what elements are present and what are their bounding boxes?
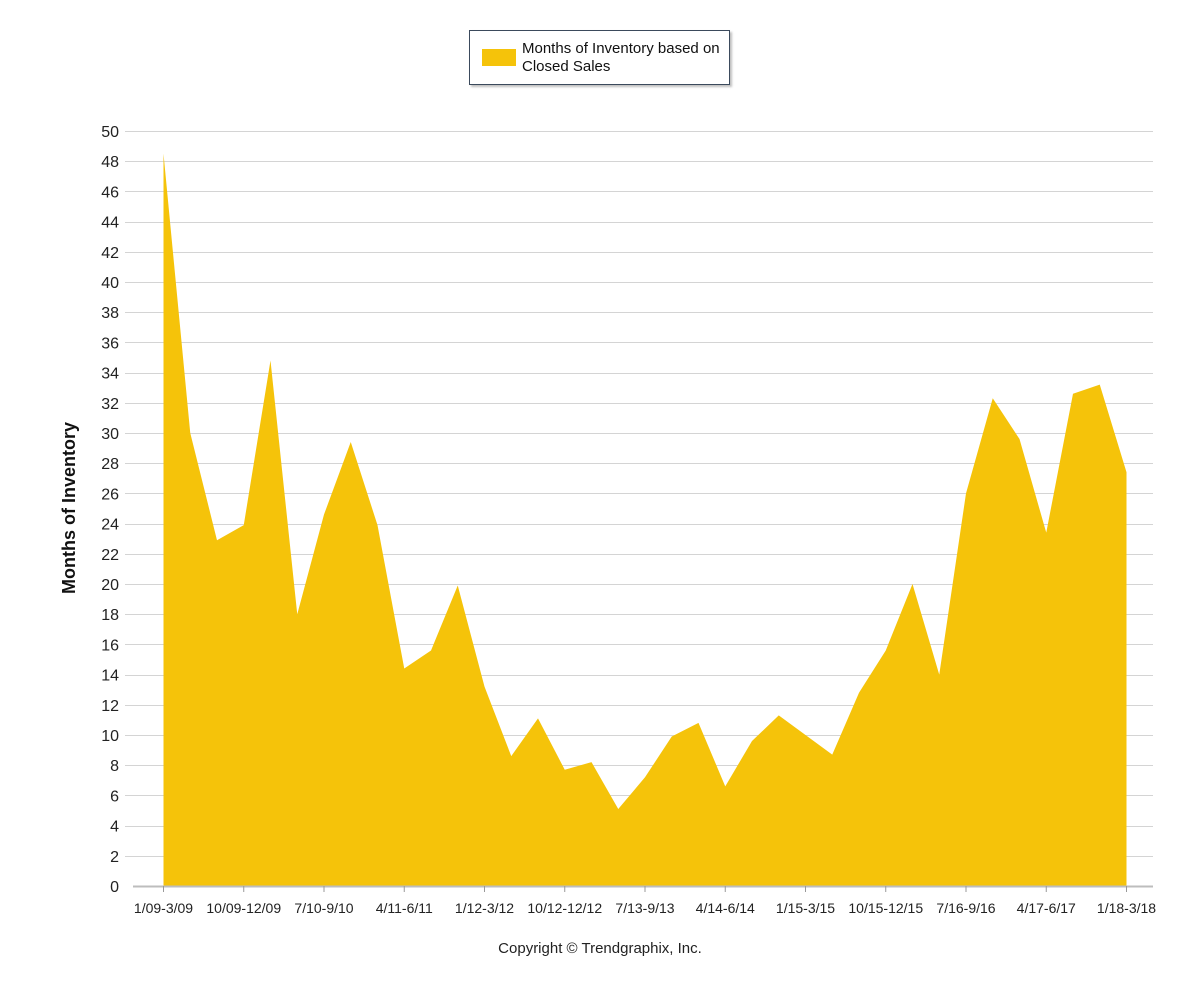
y-tick-label: 46 — [101, 184, 119, 201]
y-tick-label: 4 — [110, 819, 119, 836]
x-tick-label: 1/09-3/09 — [134, 900, 193, 916]
y-tick-label: 2 — [110, 849, 119, 866]
y-tick-label: 12 — [101, 698, 119, 715]
y-tick-label: 38 — [101, 305, 119, 322]
x-tick-label: 7/10-9/10 — [294, 900, 353, 916]
y-tick-label: 10 — [101, 728, 119, 745]
y-tick-label: 44 — [101, 215, 119, 232]
copyright-text: Copyright © Trendgraphix, Inc. — [0, 940, 1200, 957]
y-tick-label: 40 — [101, 275, 119, 292]
x-tick-label: 10/15-12/15 — [848, 900, 923, 916]
y-tick-label: 50 — [101, 124, 119, 141]
x-tick-label: 4/11-6/11 — [376, 900, 433, 916]
y-tick-label: 48 — [101, 154, 119, 171]
legend: Months of Inventory based on Closed Sale… — [469, 30, 730, 85]
y-tick-label: 28 — [101, 456, 119, 473]
legend-label: Months of Inventory based on Closed Sale… — [522, 40, 722, 76]
y-tick-label: 14 — [101, 668, 119, 685]
plot-area — [163, 154, 1126, 886]
y-tick-label: 20 — [101, 577, 119, 594]
x-tick-label: 7/13-9/13 — [615, 900, 674, 916]
x-tick-label: 10/12-12/12 — [527, 900, 602, 916]
series-area — [164, 154, 1127, 886]
y-axis-label: Months of Inventory — [59, 422, 79, 594]
x-tick-label: 4/17-6/17 — [1017, 900, 1076, 916]
y-tick-label: 18 — [101, 607, 119, 624]
y-tick-label: 36 — [101, 335, 119, 352]
y-tick-label: 26 — [101, 486, 119, 503]
y-tick-label: 24 — [101, 517, 119, 534]
y-tick-label: 32 — [101, 396, 119, 413]
y-tick-label: 0 — [110, 879, 119, 896]
x-tick-label: 1/12-3/12 — [455, 900, 514, 916]
y-tick-label: 30 — [101, 426, 119, 443]
y-tick-label: 22 — [101, 547, 119, 564]
legend-swatch — [482, 49, 516, 66]
x-tick-label: 10/09-12/09 — [206, 900, 281, 916]
y-tick-label: 34 — [101, 366, 119, 383]
y-tick-label: 8 — [110, 758, 119, 775]
x-tick-label: 1/15-3/15 — [776, 900, 835, 916]
x-tick-label: 4/14-6/14 — [696, 900, 755, 916]
x-tick-label: 7/16-9/16 — [936, 900, 995, 916]
y-tick-label: 16 — [101, 637, 119, 654]
y-tick-label: 6 — [110, 788, 119, 805]
x-tick-label: 1/18-3/18 — [1097, 900, 1156, 916]
y-tick-label: 42 — [101, 245, 119, 262]
